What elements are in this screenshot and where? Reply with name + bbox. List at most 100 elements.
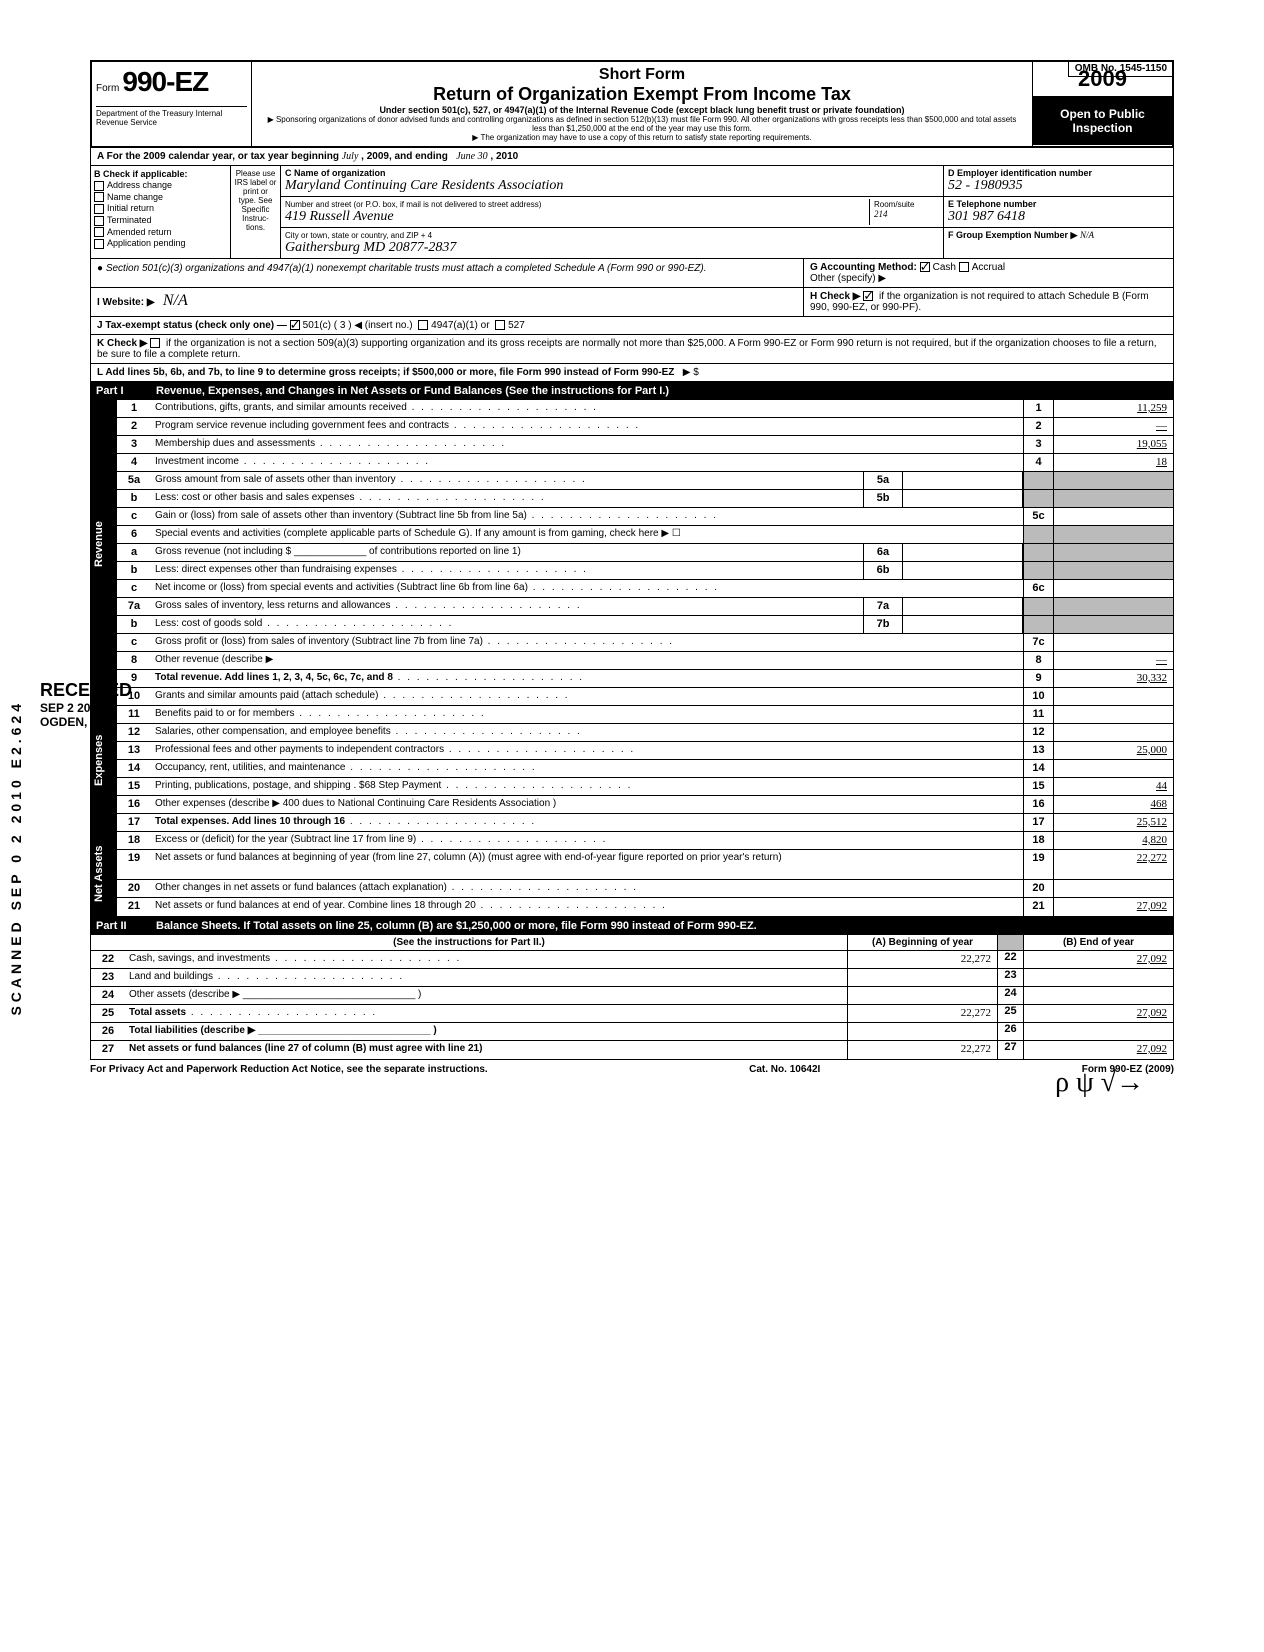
website-value: N/A bbox=[163, 292, 188, 309]
line-17: 17Total expenses. Add lines 10 through 1… bbox=[117, 814, 1173, 832]
line-16: 16Other expenses (describe ▶ 400 dues to… bbox=[117, 796, 1173, 814]
subtitle-1: Under section 501(c), 527, or 4947(a)(1)… bbox=[260, 105, 1024, 115]
column-c-org-info: C Name of organization Maryland Continui… bbox=[281, 166, 943, 258]
org-city: Gaithersburg MD 20877-2837 bbox=[285, 240, 456, 255]
line-6a: aGross revenue (not including $ ________… bbox=[117, 544, 1173, 562]
line-19: 19Net assets or fund balances at beginni… bbox=[117, 850, 1173, 880]
column-d-ein: D Employer identification number 52 - 19… bbox=[943, 166, 1173, 258]
row-l: L Add lines 5b, 6b, and 7b, to line 9 to… bbox=[90, 364, 1174, 382]
line-7c: cGross profit or (loss) from sales of in… bbox=[117, 634, 1173, 652]
footer-privacy: For Privacy Act and Paperwork Reduction … bbox=[90, 1064, 488, 1075]
l-arrow: ▶ $ bbox=[683, 367, 699, 378]
cb-application-pending[interactable]: Application pending bbox=[94, 238, 227, 249]
cb-amended[interactable]: Amended return bbox=[94, 227, 227, 238]
l-label: L Add lines 5b, 6b, and 7b, to line 9 to… bbox=[97, 367, 674, 378]
line-24: 24Other assets (describe ▶ _____________… bbox=[91, 987, 1173, 1005]
row-i-h: I Website: ▶ N/A H Check ▶ if the organi… bbox=[90, 288, 1174, 317]
row-k: K Check ▶ if the organization is not a s… bbox=[90, 335, 1174, 364]
i-label: I Website: ▶ bbox=[97, 297, 155, 308]
line-4: 4Investment income418 bbox=[117, 454, 1173, 472]
g-other: Other (specify) ▶ bbox=[810, 273, 886, 284]
phone-value: 301 987 6418 bbox=[948, 209, 1025, 224]
line-2: 2Program service revenue including gover… bbox=[117, 418, 1173, 436]
row-a-tax-year: A For the 2009 calendar year, or tax yea… bbox=[90, 148, 1174, 166]
line-5a: 5aGross amount from sale of assets other… bbox=[117, 472, 1173, 490]
line-3: 3Membership dues and assessments319,055 bbox=[117, 436, 1173, 454]
part-1-header: Part I Revenue, Expenses, and Changes in… bbox=[90, 382, 1174, 400]
form-page: OMB No. 1545-1150 Form 990-EZ Department… bbox=[0, 0, 1264, 1119]
f-label: F Group Exemption Number ▶ bbox=[948, 230, 1077, 240]
cb-name-change[interactable]: Name change bbox=[94, 192, 227, 203]
cb-501c[interactable] bbox=[290, 320, 300, 330]
g-label: G Accounting Method: bbox=[810, 262, 917, 273]
signature-marks: ρ ψ √→ bbox=[1055, 1067, 1144, 1099]
department-label: Department of the Treasury Internal Reve… bbox=[96, 106, 247, 127]
line-7a: 7aGross sales of inventory, less returns… bbox=[117, 598, 1173, 616]
org-name: Maryland Continuing Care Residents Assoc… bbox=[285, 178, 563, 193]
cb-terminated[interactable]: Terminated bbox=[94, 215, 227, 226]
d-label: D Employer identification number bbox=[948, 168, 1092, 178]
cb-h[interactable] bbox=[863, 291, 873, 301]
part-1-label: Part I bbox=[96, 385, 156, 397]
ein-value: 52 - 1980935 bbox=[948, 178, 1023, 193]
form-prefix: Form bbox=[96, 83, 119, 94]
org-room: 214 bbox=[874, 209, 888, 219]
c-name-label: C Name of organization bbox=[285, 168, 386, 178]
part-1-title: Revenue, Expenses, and Changes in Net As… bbox=[156, 385, 669, 397]
line-23: 23Land and buildings23 bbox=[91, 969, 1173, 987]
line-18: 18Excess or (deficit) for the year (Subt… bbox=[117, 832, 1173, 850]
net-assets-section: Net Assets 18Excess or (deficit) for the… bbox=[90, 832, 1174, 917]
cb-4947[interactable] bbox=[418, 320, 428, 330]
cb-address-change[interactable]: Address change bbox=[94, 180, 227, 191]
cb-cash[interactable] bbox=[920, 262, 930, 272]
line-10: 10Grants and similar amounts paid (attac… bbox=[117, 688, 1173, 706]
line-8: 8Other revenue (describe ▶8— bbox=[117, 652, 1173, 670]
h-text: if the organization is not required to a… bbox=[810, 291, 1149, 313]
line-5b: bLess: cost or other basis and sales exp… bbox=[117, 490, 1173, 508]
line-6c: cNet income or (loss) from special event… bbox=[117, 580, 1173, 598]
h-label: H Check ▶ bbox=[810, 291, 860, 302]
subtitle-2: ▶ Sponsoring organizations of donor advi… bbox=[260, 115, 1024, 133]
col-a-header: (A) Beginning of year bbox=[847, 935, 997, 950]
open-to-public: Open to Public Inspection bbox=[1033, 97, 1172, 145]
line-25: 25Total assets22,2722527,092 bbox=[91, 1005, 1173, 1023]
h-schedule-b: H Check ▶ if the organization is not req… bbox=[803, 288, 1173, 316]
line-26: 26Total liabilities (describe ▶ ________… bbox=[91, 1023, 1173, 1041]
period-end-month: June 30 bbox=[456, 151, 487, 162]
cb-accrual[interactable] bbox=[959, 262, 969, 272]
col-b-header: (B) End of year bbox=[1023, 935, 1173, 950]
line-6: 6Special events and activities (complete… bbox=[117, 526, 1173, 544]
period-begin: July bbox=[342, 151, 359, 162]
row-a-mid: , 2009, and ending bbox=[361, 151, 448, 162]
short-form-title: Short Form bbox=[260, 66, 1024, 84]
line-11: 11Benefits paid to or for members11 bbox=[117, 706, 1173, 724]
line-14: 14Occupancy, rent, utilities, and mainte… bbox=[117, 760, 1173, 778]
part-2-title: Balance Sheets. If Total assets on line … bbox=[156, 920, 757, 932]
part-2-label: Part II bbox=[96, 920, 156, 932]
line-5c: cGain or (loss) from sale of assets othe… bbox=[117, 508, 1173, 526]
balance-sheet: (See the instructions for Part II.) (A) … bbox=[90, 935, 1174, 1060]
c-street-label: Number and street (or P.O. box, if mail … bbox=[285, 200, 541, 209]
section-bcd: B Check if applicable: Address change Na… bbox=[90, 166, 1174, 259]
received-stamp: RECEIVED SEP 2 2010 OGDEN, UT bbox=[40, 680, 132, 729]
column-b-checkboxes: B Check if applicable: Address change Na… bbox=[91, 166, 231, 258]
page-footer: For Privacy Act and Paperwork Reduction … bbox=[90, 1060, 1174, 1079]
omb-number: OMB No. 1545-1150 bbox=[1068, 60, 1174, 77]
row-a-end-year: , 2010 bbox=[490, 151, 518, 162]
cb-initial-return[interactable]: Initial return bbox=[94, 203, 227, 214]
form-header: Form 990-EZ Department of the Treasury I… bbox=[90, 60, 1174, 148]
revenue-vertical-label: Revenue bbox=[91, 400, 117, 688]
line-9: 9Total revenue. Add lines 1, 2, 3, 4, 5c… bbox=[117, 670, 1173, 688]
cb-527[interactable] bbox=[495, 320, 505, 330]
revenue-section: Revenue 1Contributions, gifts, grants, a… bbox=[90, 400, 1174, 688]
line-13: 13Professional fees and other payments t… bbox=[117, 742, 1173, 760]
line-6b: bLess: direct expenses other than fundra… bbox=[117, 562, 1173, 580]
part-2-header: Part II Balance Sheets. If Total assets … bbox=[90, 917, 1174, 935]
org-street: 419 Russell Avenue bbox=[285, 209, 394, 224]
line-21: 21Net assets or fund balances at end of … bbox=[117, 898, 1173, 916]
row-section-g: ● Section 501(c)(3) organizations and 49… bbox=[90, 259, 1174, 288]
group-exemption: N/A bbox=[1080, 230, 1094, 240]
c-city-label: City or town, state or country, and ZIP … bbox=[285, 231, 432, 240]
cb-k[interactable] bbox=[150, 338, 160, 348]
balance-header-row: (See the instructions for Part II.) (A) … bbox=[91, 935, 1173, 951]
